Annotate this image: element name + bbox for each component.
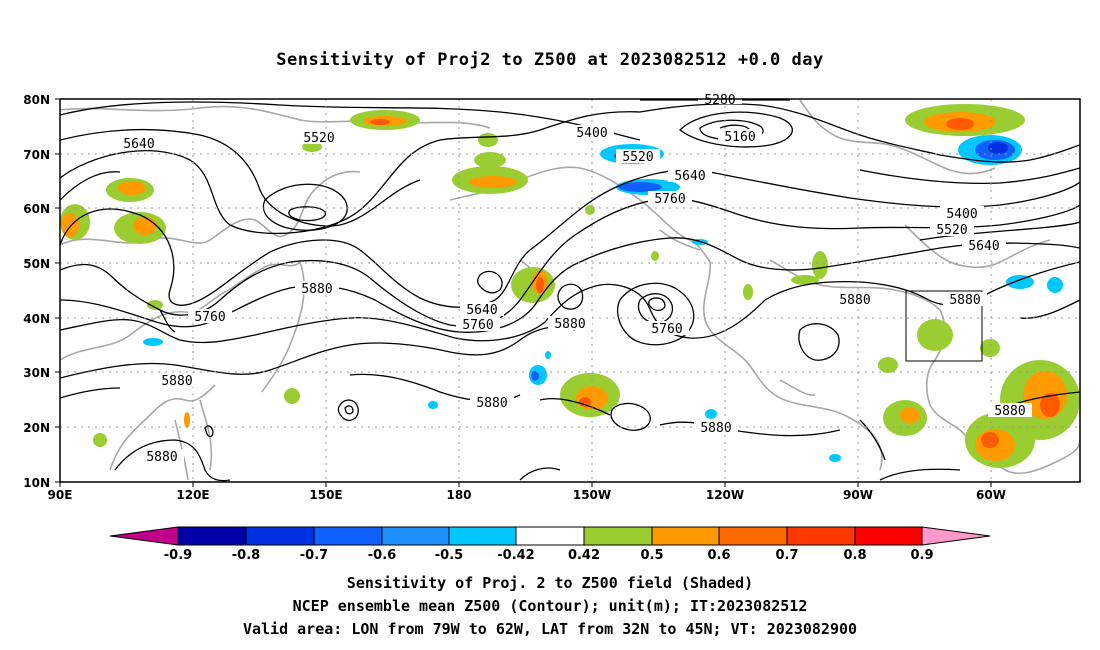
colorbar-label: 0.7: [775, 548, 798, 563]
lon-label: 60W: [976, 488, 1006, 502]
contour-label: 5880: [161, 374, 192, 389]
contour-label: 5760: [654, 192, 685, 207]
contour-label: 5640: [466, 303, 497, 318]
longitude-axis: 90E 120E 150E 180 150W 120W 90W 60W: [48, 488, 1006, 502]
lat-label: 40N: [23, 312, 50, 326]
contour-label: 5880: [839, 293, 870, 308]
colorbar-cell: [584, 527, 652, 545]
colorbar-label: 0.9: [910, 548, 933, 563]
contour-label: 5520: [936, 223, 967, 238]
colorbar-cell: [314, 527, 382, 545]
contour-label: 5640: [968, 239, 999, 254]
contour-label: 5160: [724, 130, 755, 145]
colorbar-cell: [652, 527, 719, 545]
contour-label: 5880: [554, 317, 585, 332]
colorbar-cell: [719, 527, 787, 545]
lat-label: 20N: [23, 421, 50, 435]
caption-line-3: Valid area: LON from 79W to 62W, LAT fro…: [242, 620, 858, 638]
contour-label: 5880: [700, 421, 731, 436]
latitude-axis: 80N 70N 60N 50N 40N 30N 20N 10N: [23, 93, 50, 490]
lon-label: 90W: [843, 488, 873, 502]
caption-line-1: Sensitivity of Proj. 2 to Z500 field (Sh…: [346, 574, 754, 592]
contour-label: 5880: [146, 450, 177, 465]
lat-label: 70N: [23, 148, 50, 162]
lat-label: 10N: [23, 476, 50, 490]
contour-label: 5520: [622, 150, 653, 165]
lat-label: 60N: [23, 202, 50, 216]
colorbar-label: -0.5: [435, 548, 463, 563]
colorbar-label: -0.8: [232, 548, 260, 563]
colorbar-label: -0.9: [164, 548, 192, 563]
colorbar-cell: [178, 527, 246, 545]
contour-label: 5880: [301, 282, 332, 297]
colorbar-cell: [922, 527, 990, 545]
lat-label: 50N: [23, 257, 50, 271]
contour-label: 5760: [462, 318, 493, 333]
colorbar-cell: [382, 527, 449, 545]
colorbar-cell: [246, 527, 314, 545]
valid-area-box: [905, 290, 983, 362]
caption-line-2: NCEP ensemble mean Z500 (Contour); unit(…: [292, 597, 808, 615]
colorbar-cell: [855, 527, 922, 545]
contour-label: 5880: [476, 396, 507, 411]
map-title: Sensitivity of Proj2 to Z500 at 20230825…: [276, 50, 824, 70]
contour-label: 5520: [303, 131, 334, 146]
contour-label: 5640: [674, 169, 705, 184]
lon-label: 120E: [176, 488, 209, 502]
colorbar-label: 0.42: [568, 548, 600, 563]
lat-label: 80N: [23, 93, 50, 107]
contour-label: 5760: [194, 310, 225, 325]
colorbar-cell: [449, 527, 516, 545]
colorbar-label: 0.5: [640, 548, 663, 563]
contour-label: 5280: [704, 93, 735, 108]
lon-label: 180: [446, 488, 471, 502]
colorbar-cell: [110, 527, 178, 545]
colorbar-label: -0.6: [368, 548, 396, 563]
contour-label: 5400: [946, 207, 977, 222]
colorbar-cell: [787, 527, 855, 545]
colorbar: -0.9 -0.8 -0.7 -0.6 -0.5 -0.42 0.42 0.5 …: [109, 526, 991, 563]
colorbar-label: -0.7: [300, 548, 328, 563]
colorbar-cell: [516, 527, 584, 545]
z500-contours: [60, 99, 1080, 482]
contour-label: 5880: [994, 404, 1025, 419]
lon-label: 90E: [48, 488, 73, 502]
contour-label: 5400: [576, 126, 607, 141]
contour-label: 5880: [949, 293, 980, 308]
contour-label: 5640: [123, 137, 154, 152]
lon-label: 150W: [573, 488, 611, 502]
contour-label: 5760: [651, 322, 682, 337]
lon-label: 150E: [309, 488, 342, 502]
colorbar-label: -0.42: [497, 548, 534, 563]
colorbar-label: 0.8: [843, 548, 866, 563]
colorbar-label: 0.6: [707, 548, 730, 563]
lat-label: 30N: [23, 366, 50, 380]
lon-label: 120W: [706, 488, 744, 502]
